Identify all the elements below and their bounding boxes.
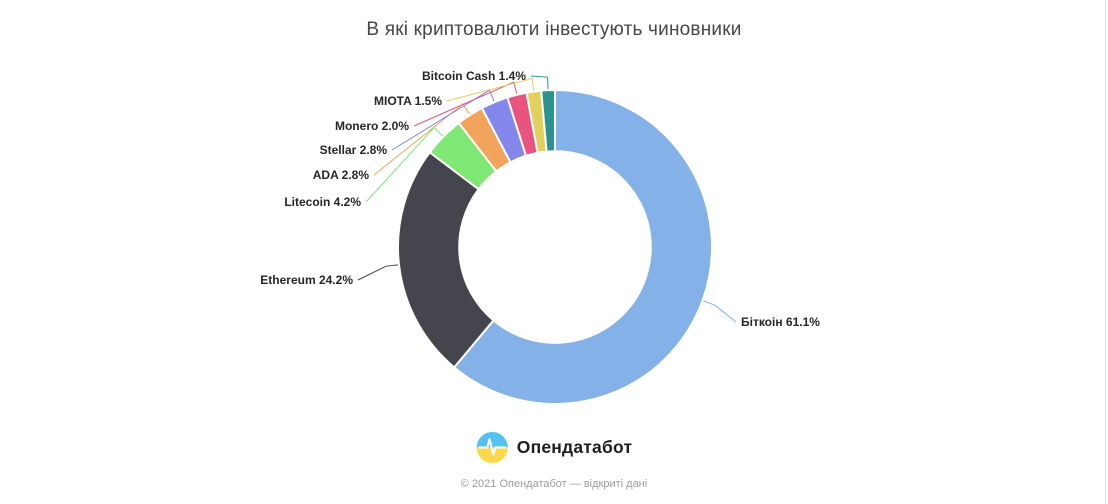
brand-name: Опендатабот — [516, 437, 633, 457]
pie-slice-bitcoin-cash — [540, 88, 556, 153]
page-edge-line — [1105, 0, 1106, 504]
leader-line-miota — [446, 77, 535, 102]
brand: Опендатабот — [476, 431, 632, 464]
leader-line-monero — [413, 81, 518, 127]
pie-slice-bitcoin — [452, 88, 713, 405]
leader-line-bitcoin — [703, 300, 737, 323]
footer-credit: © 2021 Опендатабот — відкриті дані — [460, 478, 648, 490]
opendatabot-logo-icon — [476, 431, 508, 464]
pie-slice-ethereum — [397, 150, 495, 369]
leader-line-bitcoin-cash — [530, 75, 549, 90]
chart-title: В які криптовалюти інвестують чиновники — [366, 19, 742, 40]
leader-line-ethereum — [357, 264, 399, 281]
